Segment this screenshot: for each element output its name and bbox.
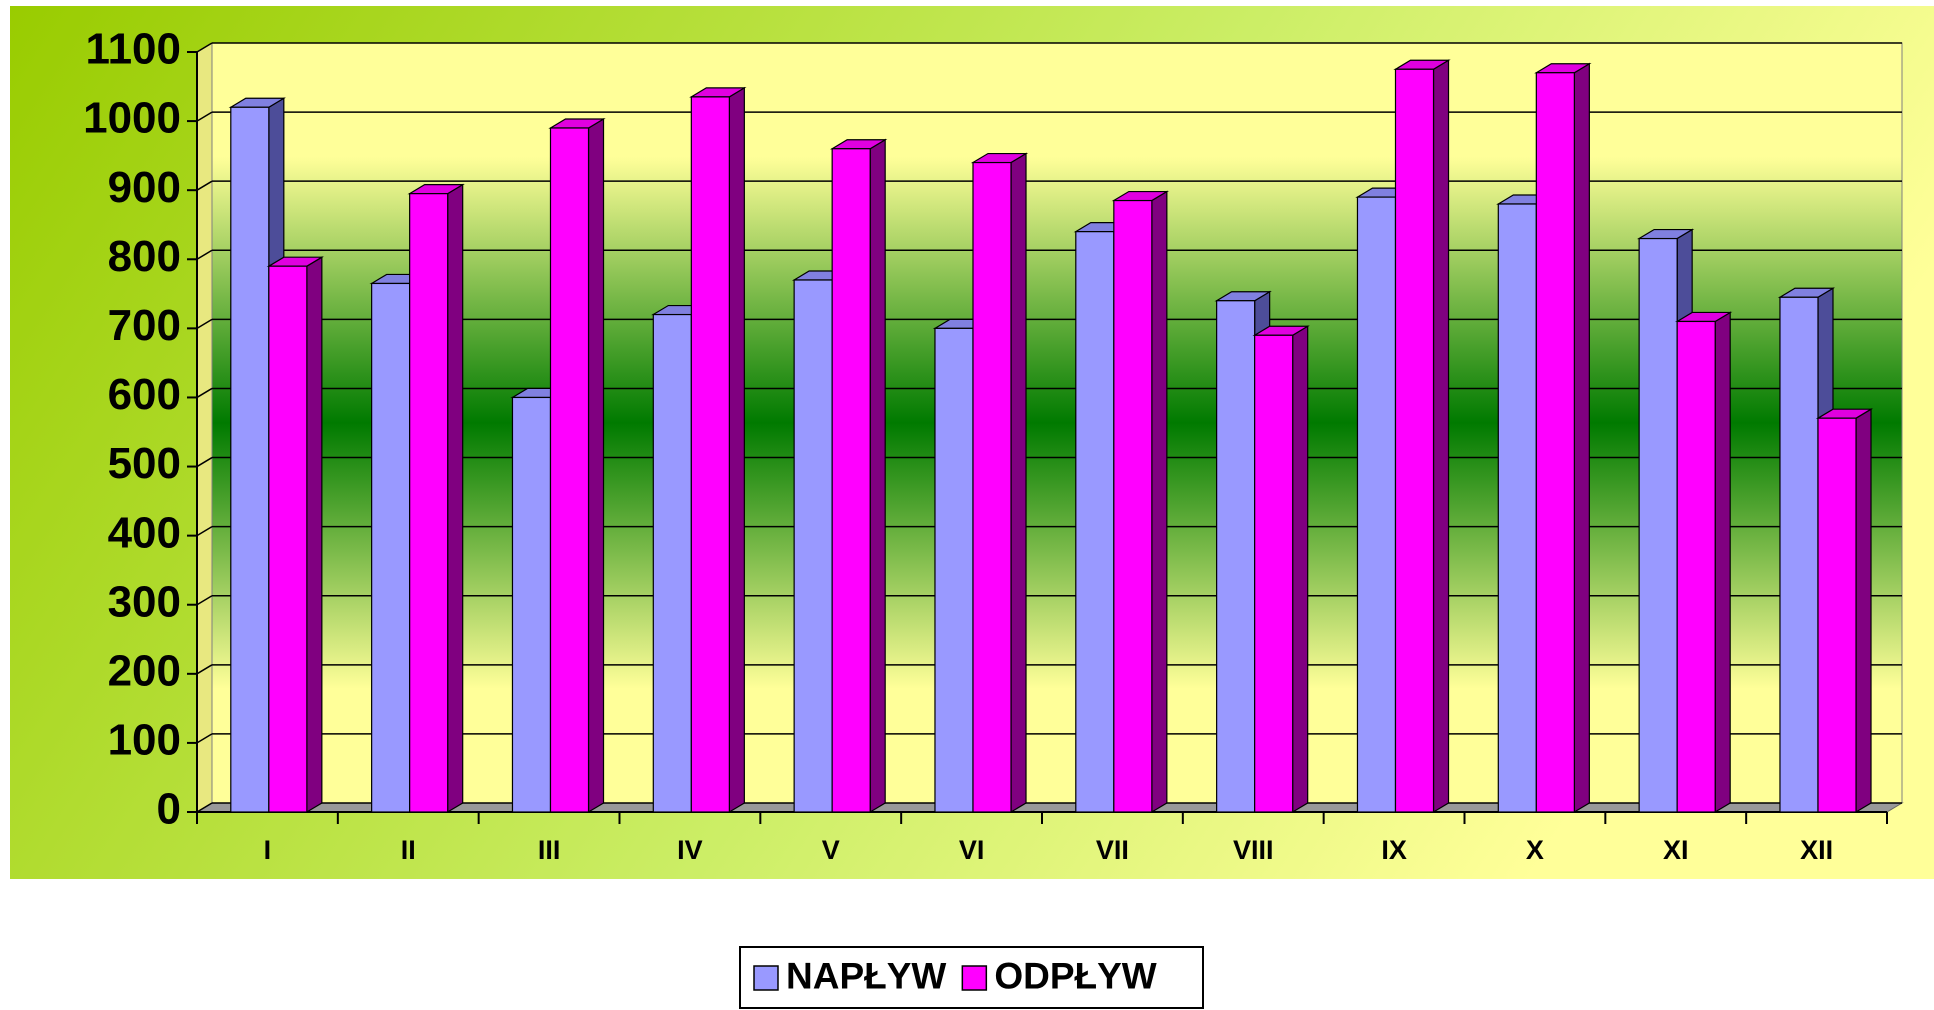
bar — [1113, 199, 1153, 813]
grid-line-side — [196, 111, 213, 122]
bar — [1254, 334, 1294, 813]
bar — [1356, 196, 1397, 813]
grid-line-side — [196, 802, 213, 813]
bar — [934, 327, 974, 813]
bar — [1817, 417, 1857, 813]
grid-line-side — [196, 387, 213, 399]
grid-line-side — [196, 180, 213, 191]
bar-side — [1714, 311, 1731, 814]
bar — [1676, 320, 1716, 813]
bar — [972, 161, 1012, 813]
bar-side — [447, 183, 464, 814]
y-tick-label: 900 — [108, 163, 181, 212]
grid-line-side — [196, 249, 213, 260]
y-tick-label: 800 — [108, 232, 181, 281]
y-tick-label: 1000 — [83, 94, 181, 143]
y-tick-label: 0 — [157, 785, 181, 834]
bar — [1535, 72, 1575, 813]
bar — [1497, 203, 1537, 813]
x-tick-label: IX — [1381, 835, 1407, 865]
bar — [1075, 231, 1115, 813]
bar-side — [306, 256, 323, 814]
bar — [1779, 296, 1819, 813]
y-tick-label: 700 — [108, 301, 181, 350]
y-tick-label: 300 — [108, 577, 181, 626]
grid-line-side — [196, 525, 213, 537]
bar — [652, 313, 692, 813]
x-tick-label: V — [822, 835, 840, 865]
legend-label: NAPŁYW — [786, 955, 946, 996]
legend-swatch — [961, 965, 988, 991]
bar-side — [1151, 190, 1168, 814]
bar-side — [587, 117, 605, 814]
bar-side — [728, 86, 745, 814]
bar-side — [1010, 152, 1027, 814]
y-tick-label: 400 — [108, 508, 181, 557]
y-tick-label: 600 — [108, 370, 181, 419]
bar — [511, 396, 552, 813]
y-tick-label: 500 — [108, 439, 181, 488]
x-tick-label: XI — [1663, 835, 1689, 865]
x-tick-label: X — [1526, 835, 1544, 865]
bar-side — [869, 138, 886, 814]
grid-line-side — [196, 456, 213, 468]
x-tick-label: II — [401, 835, 416, 865]
bar — [1638, 237, 1678, 813]
bar — [409, 193, 449, 813]
bar — [690, 96, 730, 813]
x-tick-label: III — [538, 835, 561, 865]
grid-line-side — [196, 42, 213, 53]
y-tick-label: 100 — [108, 716, 181, 765]
y-tick-label: 200 — [108, 646, 181, 695]
bar — [549, 127, 590, 813]
legend-swatch — [753, 965, 779, 991]
x-tick-label: I — [264, 835, 272, 865]
grid-line-side — [196, 733, 213, 744]
bar — [268, 265, 308, 813]
bar — [1394, 68, 1435, 813]
bar — [371, 282, 411, 813]
x-tick-label: VI — [959, 835, 985, 865]
bar-side — [1855, 408, 1872, 814]
x-tick-label: XII — [1800, 835, 1833, 865]
bar-side — [1292, 325, 1309, 814]
grid-line-side — [196, 595, 213, 606]
bar — [793, 279, 833, 813]
legend-label: ODPŁYW — [994, 955, 1156, 996]
bar — [1216, 300, 1256, 813]
x-tick-label: VII — [1096, 835, 1129, 865]
grid-line-side — [196, 664, 213, 675]
bar-side — [1432, 59, 1450, 814]
bar — [230, 106, 270, 813]
y-tick-label: 1100 — [86, 25, 181, 74]
side-wall — [196, 42, 213, 813]
bar — [831, 148, 871, 813]
grid-line-side — [196, 318, 213, 330]
x-tick-label: IV — [677, 835, 703, 865]
x-tick-label: VIII — [1233, 835, 1274, 865]
bar-side — [1573, 62, 1590, 814]
